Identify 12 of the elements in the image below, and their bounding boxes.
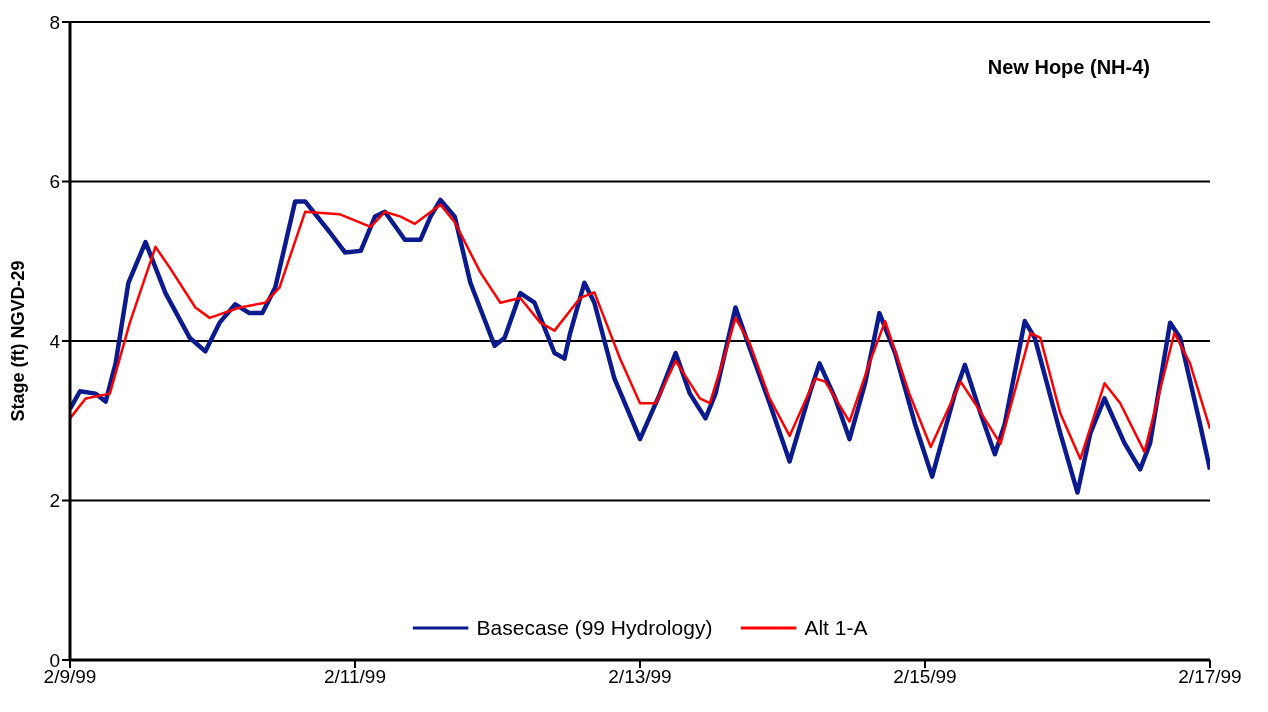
x-tick-label: 2/13/99 <box>608 666 672 688</box>
annotation: New Hope (NH-4) <box>987 56 1150 79</box>
y-tick-label: 6 <box>49 171 60 193</box>
x-tick-label: 2/17/99 <box>1178 666 1242 688</box>
x-tick-label: 2/15/99 <box>893 666 957 688</box>
y-tick-label: 4 <box>49 330 61 352</box>
legend-label: Alt 1-A <box>804 616 868 640</box>
legend-label: Basecase (99 Hydrology) <box>476 616 713 640</box>
y-tick-label: 2 <box>49 490 60 512</box>
y-axis-title: Stage (ft) NGVD-29 <box>8 260 29 422</box>
y-tick-label: 8 <box>49 11 60 33</box>
x-tick-label: 2/11/99 <box>324 666 386 688</box>
